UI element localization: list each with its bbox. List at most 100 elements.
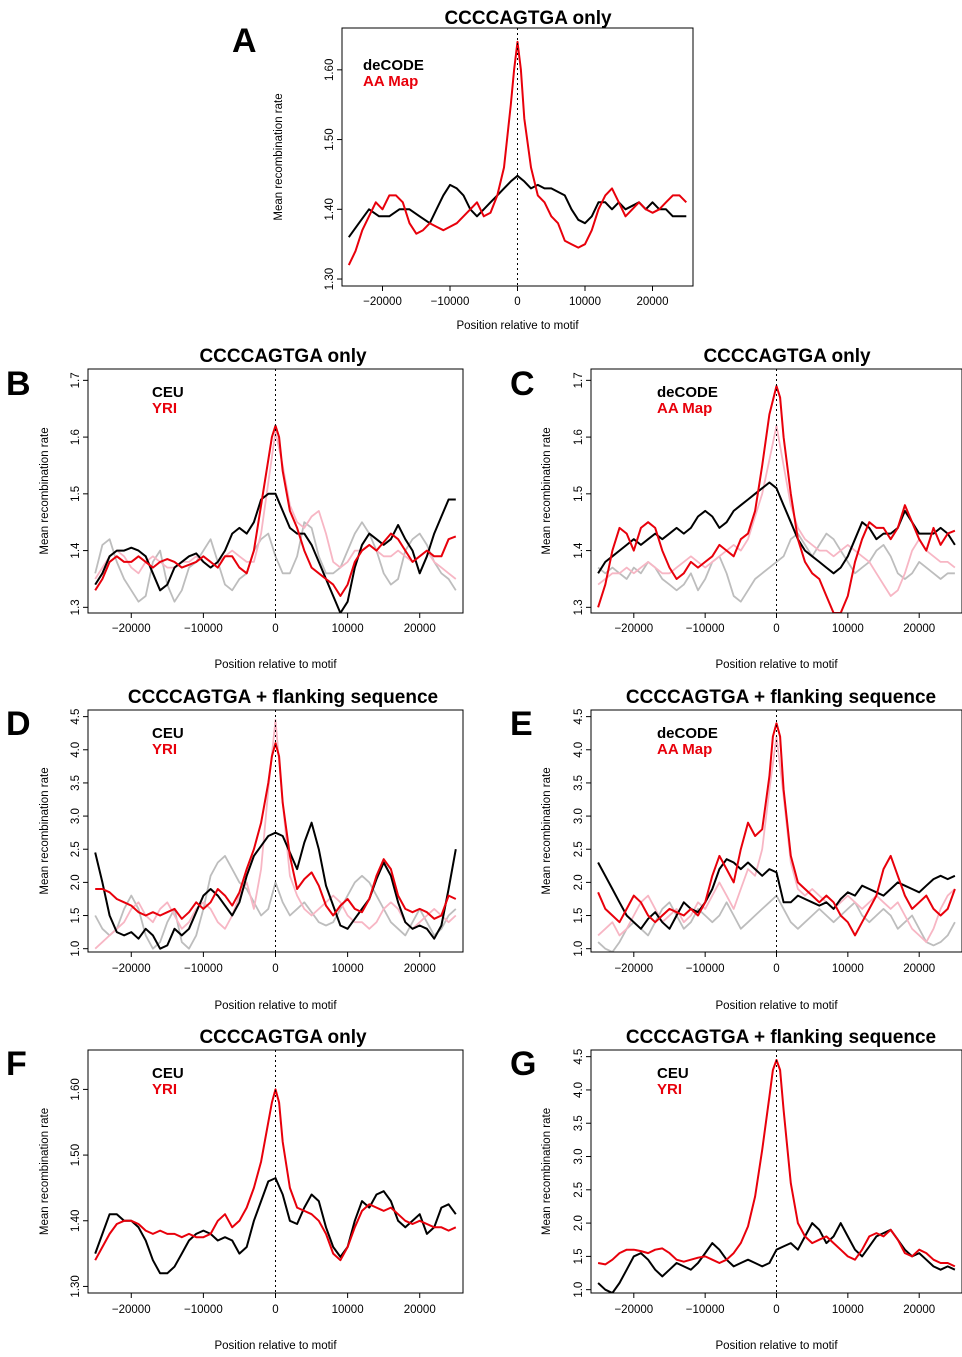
panel-g-ytick-label: 1.5 — [573, 1248, 585, 1264]
panel-d: D CCCCAGTGA + flanking sequence −20000 −100… — [6, 687, 464, 1012]
panel-label-e: E — [510, 705, 533, 743]
panel-b-title: CCCCAGTGA only — [199, 346, 367, 367]
panel-label-g: G — [510, 1045, 536, 1083]
panel-c-xlabel: Position relative to motif — [715, 659, 838, 671]
panel-e-ytick-label: 3.5 — [573, 775, 585, 791]
panel-d-legend-yri: YRI — [152, 741, 177, 758]
panel-c-ytick-label: 1.6 — [573, 429, 585, 445]
panel-b-ytick-label: 1.7 — [70, 372, 82, 388]
panel-b-ylabel: Mean recombination rate — [39, 427, 51, 554]
panel-c-ytick-label: 1.4 — [573, 542, 585, 559]
panel-a-ytick-label: 1.50 — [324, 128, 336, 150]
panel-d-ytick-label: 1.0 — [70, 941, 82, 957]
panel-e-ytick-label: 1.5 — [573, 908, 585, 924]
panel-c-ytick-label: 1.3 — [573, 599, 585, 615]
panel-a-xtick-label: 20000 — [637, 296, 669, 308]
panel-e-ylabel: Mean recombination rate — [541, 767, 553, 894]
panel-f-ytick-label: 1.60 — [70, 1078, 82, 1100]
panel-b-ytick-label: 1.6 — [70, 429, 82, 445]
panel-a-legend-decode: deCODE — [363, 57, 424, 74]
panel-b-xtick-label: 20000 — [404, 623, 436, 635]
panel-d-ytick-label: 4.0 — [70, 742, 82, 758]
panel-d-xtick-label: −10000 — [184, 963, 223, 975]
panel-a-xtick-label: −10000 — [431, 296, 470, 308]
panel-g-ytick-label: 2.0 — [573, 1215, 585, 1231]
panel-e-xtick-label: 10000 — [832, 963, 864, 975]
panel-d-xtick-label: 20000 — [404, 963, 436, 975]
panel-g-ytick-label: 3.0 — [573, 1149, 585, 1165]
panel-e-xlabel: Position relative to motif — [715, 1000, 838, 1012]
panel-d-line-series-4 — [94, 719, 457, 950]
panel-f-line-ceu — [94, 1177, 457, 1275]
panel-e-title: CCCCAGTGA + flanking sequence — [626, 687, 936, 708]
panel-b-line-series-4 — [94, 430, 457, 580]
panel-c-xtick-label: 0 — [773, 623, 779, 635]
panel-b-xtick-label: 10000 — [332, 623, 364, 635]
panel-b-legend-ceu: CEU — [152, 384, 184, 401]
panel-b-ytick-label: 1.4 — [70, 542, 82, 559]
panel-d-legend-ceu: CEU — [152, 725, 184, 742]
panel-f-legend-yri: YRI — [152, 1081, 177, 1098]
panel-b: B CCCCAGTGA only −20000 −10000 0 10000 20000 1.… — [6, 346, 464, 671]
panel-f-xlabel: Position relative to motif — [214, 1340, 337, 1352]
panel-d-ylabel: Mean recombination rate — [39, 767, 51, 894]
panel-a-line-aa-map — [347, 40, 688, 266]
panel-g-xtick-label: 0 — [773, 1304, 779, 1316]
panel-b-legend-yri: YRI — [152, 400, 177, 417]
panel-c-xtick-label: −10000 — [686, 623, 725, 635]
panel-f-xtick-label: 10000 — [332, 1304, 364, 1316]
panel-d-xtick-label: 0 — [272, 963, 278, 975]
panel-e-line-decode — [597, 858, 956, 930]
panel-e-ytick-label: 2.5 — [573, 841, 585, 857]
panel-c-title: CCCCAGTGA only — [703, 346, 871, 367]
panel-c-ytick-label: 1.7 — [573, 372, 585, 388]
panel-f-xtick-label: 0 — [272, 1304, 278, 1316]
panel-e-xtick-label: −20000 — [614, 963, 653, 975]
panel-b-xtick-label: 0 — [272, 623, 278, 635]
panel-f-xtick-label: −20000 — [112, 1304, 151, 1316]
panel-g-ylabel: Mean recombination rate — [541, 1108, 553, 1235]
panel-label-a: A — [232, 22, 257, 60]
panel-d-ytick-label: 4.5 — [70, 709, 82, 725]
panel-b-line-ceu — [94, 492, 456, 613]
panel-d-title: CCCCAGTGA + flanking sequence — [128, 687, 438, 708]
panel-d-xtick-label: 10000 — [332, 963, 364, 975]
panel-g-xlabel: Position relative to motif — [715, 1340, 838, 1352]
panel-label-f: F — [6, 1045, 27, 1083]
panel-a-xlabel: Position relative to motif — [456, 320, 579, 332]
panel-c-legend-decode: deCODE — [657, 384, 718, 401]
panel-c-ylabel: Mean recombination rate — [541, 427, 553, 554]
panel-a-xtick-label: 0 — [514, 296, 520, 308]
panel-c-legend-aa-map: AA Map — [657, 400, 712, 417]
panel-d-line-yri — [95, 742, 457, 920]
panel-a-legend-aa-map: AA Map — [363, 73, 418, 90]
panel-c-line-series-3 — [597, 532, 955, 603]
panel-f-ytick-label: 1.40 — [70, 1210, 82, 1232]
panel-f-title: CCCCAGTGA only — [199, 1027, 367, 1048]
panel-b-xtick-label: −20000 — [112, 623, 151, 635]
panel-d-ytick-label: 3.0 — [70, 808, 82, 824]
panel-g-legend-yri: YRI — [657, 1081, 682, 1098]
panel-a-ylabel: Mean recombination rate — [273, 93, 285, 220]
panel-c-xtick-label: 20000 — [903, 623, 935, 635]
panel-a-xtick-label: −20000 — [363, 296, 402, 308]
panel-a-line-decode — [347, 174, 687, 238]
panel-f-ylabel: Mean recombination rate — [39, 1108, 51, 1235]
panel-e-xtick-label: −10000 — [686, 963, 725, 975]
panel-b-xtick-label: −10000 — [184, 623, 223, 635]
panel-e-ytick-label: 2.0 — [573, 874, 585, 890]
panel-f-xtick-label: 20000 — [404, 1304, 436, 1316]
panel-a-title: CCCCAGTGA only — [444, 8, 612, 29]
panel-a-ytick-label: 1.30 — [324, 268, 336, 290]
panel-e-legend-aa-map: AA Map — [657, 741, 712, 758]
panel-e-legend-decode: deCODE — [657, 725, 718, 742]
panel-c-xtick-label: −20000 — [614, 623, 653, 635]
panel-e-ytick-label: 4.5 — [573, 709, 585, 725]
panel-c-xtick-label: 10000 — [832, 623, 864, 635]
panel-e-ytick-label: 4.0 — [573, 742, 585, 758]
panel-label-d: D — [6, 705, 31, 743]
panel-d-ytick-label: 2.5 — [70, 841, 82, 857]
panel-g-xtick-label: −10000 — [686, 1304, 725, 1316]
panel-f-ytick-label: 1.30 — [70, 1275, 82, 1297]
